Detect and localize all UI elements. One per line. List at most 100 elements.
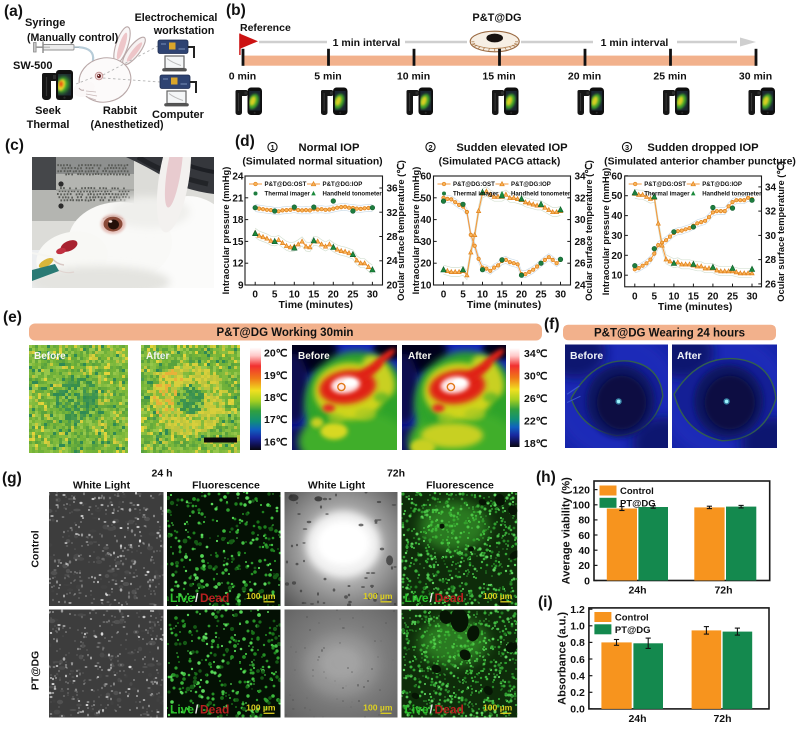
svg-text:21: 21: [232, 193, 244, 204]
svg-text:(e): (e): [3, 309, 22, 326]
svg-text:18: 18: [232, 215, 244, 226]
svg-text:P&T@DG:OST: P&T@DG:OST: [644, 181, 686, 188]
svg-text:1.2: 1.2: [570, 604, 585, 616]
svg-text:0: 0: [584, 575, 590, 587]
svg-text:(i): (i): [538, 594, 553, 611]
svg-text:White Light: White Light: [73, 480, 131, 492]
svg-text:P&T@DG:IOP: P&T@DG:IOP: [323, 181, 363, 188]
svg-text:0: 0: [252, 290, 258, 301]
svg-text:(Simulated normal situation): (Simulated normal situation): [242, 157, 382, 168]
svg-text:After: After: [146, 351, 169, 362]
svg-text:3: 3: [625, 143, 629, 152]
svg-text:20: 20: [611, 251, 623, 262]
svg-text:40: 40: [611, 211, 623, 222]
svg-text:100 µm: 100 µm: [246, 591, 276, 601]
svg-text:100 µm: 100 µm: [483, 703, 513, 713]
svg-text:40: 40: [578, 545, 590, 557]
svg-text:Time (minutes): Time (minutes): [279, 299, 353, 311]
svg-text:5: 5: [460, 290, 466, 301]
svg-text:30: 30: [420, 237, 432, 248]
svg-text:Control: Control: [620, 486, 654, 497]
svg-text:White Light: White Light: [308, 480, 366, 492]
svg-text:24h: 24h: [628, 713, 646, 725]
svg-text:5: 5: [272, 290, 278, 301]
svg-text:72h: 72h: [713, 713, 731, 725]
svg-text:34: 34: [765, 182, 777, 193]
svg-text:34℃: 34℃: [524, 348, 548, 360]
svg-text:30℃: 30℃: [524, 371, 548, 383]
svg-text:(h): (h): [536, 469, 556, 486]
svg-text:(Simulated anterior chamber pu: (Simulated anterior chamber puncture): [604, 157, 796, 168]
svg-text:72h: 72h: [714, 585, 732, 597]
svg-text:1 min interval: 1 min interval: [333, 37, 401, 49]
svg-text:18℃: 18℃: [524, 438, 548, 450]
svg-text:Live: Live: [405, 703, 429, 717]
svg-text:0.2: 0.2: [570, 687, 585, 699]
svg-text:15: 15: [232, 237, 244, 248]
svg-text:Electrochemical: Electrochemical: [135, 12, 218, 24]
svg-text:24h: 24h: [628, 585, 646, 597]
svg-text:Ocular surface temperature (℃): Ocular surface temperature (℃): [776, 161, 786, 302]
svg-text:72h: 72h: [387, 468, 405, 480]
svg-text:Fluorescence: Fluorescence: [426, 480, 494, 492]
svg-text:Handheld tonometer: Handheld tonometer: [702, 191, 762, 198]
svg-text:Reference: Reference: [240, 22, 291, 34]
svg-text:Dead: Dead: [200, 591, 229, 605]
svg-text:Before: Before: [570, 350, 603, 362]
svg-text:18℃: 18℃: [264, 392, 288, 404]
svg-text:Time (minutes): Time (minutes): [467, 299, 541, 311]
svg-text:26: 26: [765, 279, 777, 290]
svg-text:20: 20: [420, 259, 432, 270]
svg-text:(b): (b): [226, 2, 246, 19]
svg-text:40: 40: [420, 215, 432, 226]
svg-text:PT@DG: PT@DG: [30, 651, 42, 690]
svg-text:17℃: 17℃: [264, 414, 288, 426]
svg-text:100 µm: 100 µm: [246, 703, 276, 713]
svg-text:30: 30: [367, 290, 379, 301]
svg-text:Live: Live: [170, 703, 194, 717]
svg-text:(g): (g): [2, 470, 22, 487]
svg-text:P&T@DG: P&T@DG: [472, 12, 521, 24]
svg-text:(f): (f): [544, 316, 560, 333]
svg-text:60: 60: [578, 530, 590, 542]
svg-text:Syringe: Syringe: [25, 17, 65, 29]
svg-text:Handheld tonometer: Handheld tonometer: [323, 191, 383, 198]
svg-text:Live: Live: [170, 591, 194, 605]
svg-text:Absorbance (a.u.): Absorbance (a.u.): [557, 612, 569, 705]
svg-text:20 min: 20 min: [568, 71, 601, 83]
svg-text:100: 100: [572, 500, 590, 512]
svg-text:PT@DG: PT@DG: [615, 625, 651, 636]
svg-text:0.6: 0.6: [570, 654, 585, 666]
svg-text:60: 60: [611, 171, 623, 182]
svg-text:10: 10: [611, 271, 623, 282]
svg-text:Live: Live: [405, 591, 429, 605]
svg-text:0 min: 0 min: [229, 71, 256, 83]
svg-text:16℃: 16℃: [264, 437, 288, 449]
svg-text:After: After: [677, 350, 702, 362]
svg-text:30: 30: [555, 290, 567, 301]
svg-text:Thermal imager: Thermal imager: [644, 191, 690, 198]
svg-text:24: 24: [232, 172, 244, 183]
svg-text:9: 9: [238, 281, 244, 292]
svg-text:20: 20: [578, 560, 590, 572]
svg-text:32: 32: [765, 207, 777, 218]
svg-text:1: 1: [270, 143, 274, 152]
svg-text:(Simulated PACG attack): (Simulated PACG attack): [439, 157, 561, 168]
svg-text:80: 80: [578, 515, 590, 527]
svg-text:0.8: 0.8: [570, 637, 585, 649]
svg-text:Ocular surface temperature (℃): Ocular surface temperature (℃): [396, 160, 406, 301]
svg-text:Time (minutes): Time (minutes): [658, 301, 732, 313]
svg-text:Before: Before: [298, 351, 330, 362]
svg-text:P&T@DG:IOP: P&T@DG:IOP: [702, 181, 742, 188]
svg-text:P&T@DG:OST: P&T@DG:OST: [453, 181, 495, 188]
svg-text:Intraocular pressure (mmHg): Intraocular pressure (mmHg): [601, 168, 611, 296]
svg-text:19℃: 19℃: [264, 370, 288, 382]
svg-text:Control: Control: [615, 613, 649, 624]
svg-text:100 µm: 100 µm: [483, 591, 513, 601]
svg-text:Intraocular pressure (mmHg): Intraocular pressure (mmHg): [221, 167, 231, 295]
svg-text:100 µm: 100 µm: [363, 591, 393, 601]
svg-text:Dead: Dead: [435, 703, 464, 717]
svg-text:30 min: 30 min: [739, 71, 772, 83]
svg-text:1.0: 1.0: [570, 621, 585, 633]
svg-text:50: 50: [611, 191, 623, 202]
